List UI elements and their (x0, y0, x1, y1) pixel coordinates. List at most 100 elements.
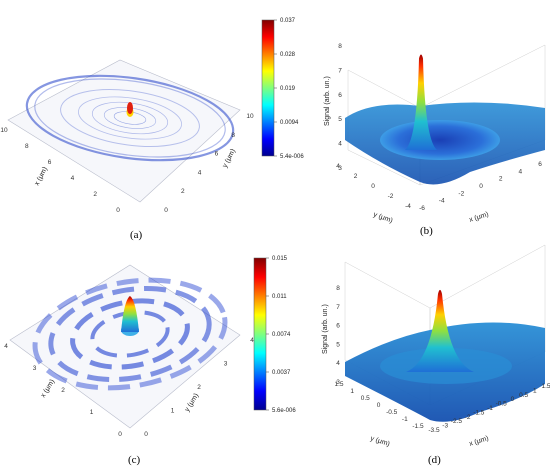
panel-d-x-label: x (μm) (468, 435, 489, 448)
panel-a-y-tick: 4 (198, 169, 202, 176)
panel-a: 10 8 6 4 2 0 0 2 4 6 8 10 x (μm) y (μm) 0.037 0.028… (0, 18, 304, 241)
ring-a (34, 78, 226, 158)
panel-c-y-tick: 1 (171, 408, 175, 415)
panel-b-y-ticks: 4 2 0 -2 -4 (336, 163, 411, 210)
panel-d-peak (406, 289, 474, 372)
panel-a-y-ticks: 0 2 4 6 8 10 (164, 113, 254, 214)
panel-b-z-label: Signal (arb. un.) (324, 76, 331, 126)
panel-a-x-ticks: 10 8 6 4 2 0 (0, 127, 120, 214)
ring-a (60, 89, 200, 147)
panel-c-x-tick: 0 (118, 431, 122, 438)
panel-d-x-ticks: -3.5-3-2.5-2-1.5-1-0.50 0.5 1 1.5 (428, 383, 550, 434)
panel-b-z-tick: 8 (338, 43, 342, 50)
panel-d-x-tick: 0.5 (519, 392, 528, 399)
panel-c-y-tick: 3 (224, 361, 228, 368)
panel-b-y-label: y (μm) (372, 211, 393, 224)
panel-a-y-tick: 6 (215, 151, 219, 158)
panel-b-dip (380, 120, 500, 160)
panel-d-x-tick: -3 (442, 423, 448, 430)
panel-d-x-tick: -0.5 (496, 401, 508, 408)
panel-a-colorbar-tick: 5.4e-006 (280, 154, 304, 160)
panel-d-x-tick: -2.5 (451, 418, 463, 425)
panel-a-x-tick: 8 (25, 143, 29, 150)
panel-a-floor (7, 59, 241, 203)
panel-c-colorbar-tick: 0.0037 (272, 370, 291, 376)
panel-c-colorbar-tick: 0.011 (272, 294, 287, 300)
panel-c-floor (9, 264, 241, 429)
panel-d-x-tick: 1 (533, 387, 537, 394)
panel-d-z-tick: 7 (336, 304, 340, 311)
panel-a-colorbar-tick: 0.037 (280, 18, 296, 24)
panel-b-x-tick: 2 (499, 176, 503, 183)
panel-a-y-tick: 2 (181, 188, 185, 195)
panel-a-x-label: x (μm) (34, 166, 50, 187)
panel-d-z-tick: 3 (336, 379, 340, 386)
panel-d-z-tick: 6 (336, 323, 340, 330)
ring-c (48, 285, 212, 383)
panel-d-y-ticks: 1.5 1 0.5 0 -0.5 -1 -1.5 (334, 381, 424, 430)
panel-c-colorbar-tick: 5.6e-006 (272, 408, 296, 414)
panel-d-z-tick: 4 (336, 360, 340, 367)
panel-c-rings (32, 277, 228, 391)
panel-d-y-label: y (μm) (369, 435, 390, 448)
panel-b-x-tick: -4 (439, 198, 445, 205)
panel-d-y-tick: -1 (402, 416, 408, 423)
panel-a-x-tick: 6 (48, 159, 52, 166)
panel-d-z-label: Signal (arb. un.) (322, 304, 329, 354)
ring-c (70, 298, 190, 370)
panel-b-y-tick: -2 (388, 193, 394, 200)
panel-b-x-ticks: -6 -4 -2 0 2 4 6 (419, 161, 542, 212)
panel-a-colorbar-tick: 0.0094 (280, 120, 299, 126)
panel-d-y-tick: 1 (350, 388, 354, 395)
panel-a-rings (25, 74, 235, 162)
panel-c-colorbar (253, 257, 267, 411)
panel-b-y-tick: -4 (405, 203, 411, 210)
panel-c-y-ticks: 0 1 2 3 4 (144, 337, 254, 438)
peak-a (127, 102, 133, 114)
panel-d-x-tick: -1.5 (473, 409, 485, 416)
panel-c-y-tick: 4 (250, 337, 254, 344)
ring-a (91, 101, 169, 135)
panel-d-x-tick: 0 (511, 396, 515, 403)
panel-c-y-tick: 2 (197, 384, 201, 391)
panel-d-x-tick: -1 (487, 405, 493, 412)
panel-a-x-tick: 2 (93, 191, 97, 198)
peak-c (121, 296, 139, 332)
panel-b-peak (405, 54, 437, 150)
panel-c-x-tick: 1 (90, 409, 94, 416)
panel-c-x-tick: 3 (33, 365, 37, 372)
panel-b-x-tick: -2 (458, 190, 464, 197)
panel-a-y-tick: 8 (231, 132, 235, 139)
panel-a-colorbar-tick: 0.019 (280, 86, 296, 92)
panel-d-z-ticks: 8 7 6 5 4 3 (336, 285, 340, 386)
panel-d-x-tick: 1.5 (541, 383, 550, 390)
panel-d-y-tick: 0 (377, 402, 381, 409)
panel-c-colorbar-ticks: 0.015 0.011 0.0074 0.0037 5.6e-006 (266, 256, 296, 414)
panel-a-colorbar-ticks: 0.037 0.028 0.019 0.0094 5.4e-006 (274, 18, 304, 160)
panel-b-z-tick: 4 (338, 141, 342, 148)
panel-d-y-tick: -1.5 (412, 423, 424, 430)
panel-d-y-tick: -0.5 (386, 409, 398, 416)
panel-a-y-label: y (μm) (222, 148, 238, 169)
panel-c-colorbar-tick: 0.015 (272, 256, 288, 262)
panel-c-y-label: y (μm) (184, 392, 201, 413)
panel-a-y-tick: 10 (246, 113, 254, 120)
panel-d-y-tick: 0.5 (361, 395, 370, 402)
panel-b-z-tick: 6 (338, 92, 342, 99)
ring-a (78, 96, 182, 140)
panel-d-z-tick: 8 (336, 285, 340, 292)
caption-a: (a) (130, 229, 143, 241)
panel-a-x-tick: 4 (71, 175, 75, 182)
ring-c (32, 277, 228, 391)
panel-a-x-tick: 10 (0, 127, 8, 134)
panel-c-x-tick: 2 (61, 387, 65, 394)
panel-b-z-tick: 7 (338, 67, 342, 74)
panel-a-colorbar-tick: 0.028 (280, 52, 296, 58)
panel-c-x-ticks: 4 3 2 1 0 (4, 343, 122, 438)
panel-a-x-tick: 0 (116, 207, 120, 214)
panel-b-x-tick: 4 (518, 168, 522, 175)
